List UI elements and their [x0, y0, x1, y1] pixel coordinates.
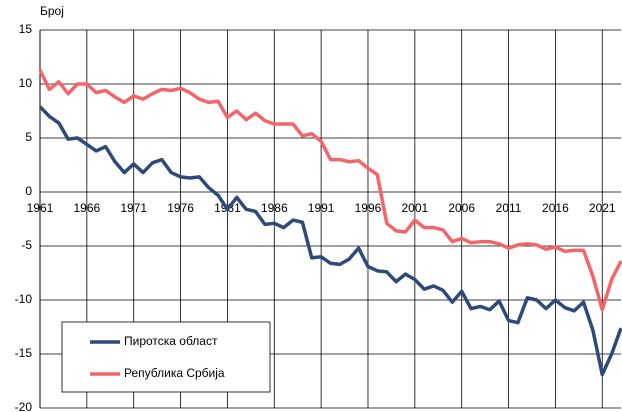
x-tick-label: 2006: [448, 201, 475, 215]
x-tick-label: 1966: [74, 201, 101, 215]
y-axis-label: Број: [40, 4, 64, 18]
legend-label: Пиротска област: [124, 334, 218, 348]
y-tick-label: -15: [15, 346, 33, 360]
series-line: [38, 105, 622, 377]
y-tick-label: -5: [21, 238, 32, 252]
x-tick-label: 2016: [542, 201, 569, 215]
y-tick-label: 10: [19, 76, 33, 90]
x-tick-label: 2001: [401, 201, 428, 215]
y-tick-label: -10: [15, 292, 33, 306]
x-tick-label: 1996: [355, 201, 382, 215]
series-line: [38, 69, 622, 312]
y-tick-label: 5: [25, 130, 32, 144]
y-tick-label: 0: [25, 184, 32, 198]
x-tick-label: 2011: [496, 201, 522, 215]
legend-box: [61, 321, 271, 393]
x-tick-label: 2021: [589, 201, 616, 215]
x-tick-label: 1986: [261, 201, 288, 215]
legend-label: Република Србија: [124, 366, 225, 380]
x-tick-label: 1971: [120, 201, 147, 215]
y-tick-label: -20: [15, 400, 33, 412]
x-tick-label: 1991: [308, 201, 335, 215]
x-tick-label: 1976: [167, 201, 194, 215]
y-tick-label: 15: [19, 22, 33, 36]
